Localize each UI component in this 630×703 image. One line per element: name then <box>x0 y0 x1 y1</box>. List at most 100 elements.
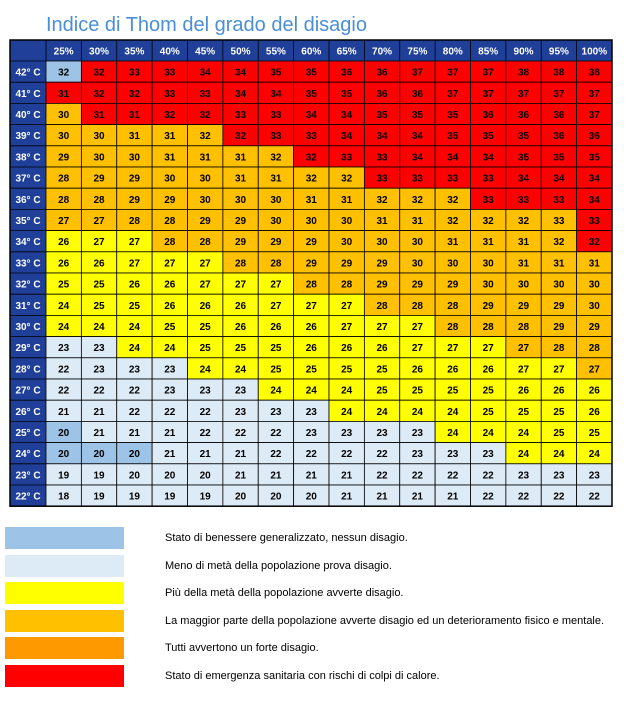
cell-value-label: 22 <box>306 449 318 460</box>
cell-value-label: 33 <box>341 152 353 163</box>
cell-value-label: 30 <box>341 237 353 248</box>
cell-value-label: 25 <box>129 301 141 312</box>
column-header-label: 65% <box>337 47 357 58</box>
cell-value-label: 35 <box>447 110 459 121</box>
cell-value-label: 34 <box>518 174 530 185</box>
cell-value-label: 30 <box>235 195 247 206</box>
cell-value-label: 23 <box>377 428 389 439</box>
cell-value-label: 26 <box>164 280 176 291</box>
cell-value-label: 29 <box>377 258 389 269</box>
cell-value-label: 25 <box>553 428 565 439</box>
cell-value-label: 28 <box>200 237 212 248</box>
cell-value-label: 37 <box>483 68 495 79</box>
cell-value-label: 21 <box>270 470 282 481</box>
cell-value-label: 32 <box>306 152 318 163</box>
legend-swatch <box>5 582 124 604</box>
cell-value-label: 26 <box>235 301 247 312</box>
cell-value-label: 36 <box>412 89 424 100</box>
cell-value-label: 26 <box>377 343 389 354</box>
row-header-label: 35° C <box>15 216 40 227</box>
cell-value-label: 38 <box>518 68 530 79</box>
cell-value-label: 21 <box>94 428 106 439</box>
cell-value-label: 33 <box>377 174 389 185</box>
cell-value-label: 29 <box>200 216 212 227</box>
cell-value-label: 30 <box>129 152 141 163</box>
cell-value-label: 30 <box>58 131 70 142</box>
cell-value-label: 30 <box>341 216 353 227</box>
row-header-label: 27° C <box>15 386 40 397</box>
cell-value-label: 35 <box>518 152 530 163</box>
cell-value-label: 30 <box>553 280 565 291</box>
cell-value-label: 30 <box>377 237 389 248</box>
cell-value-label: 19 <box>58 470 70 481</box>
cell-value-label: 22 <box>129 386 141 397</box>
cell-value-label: 32 <box>412 195 424 206</box>
cell-value-label: 29 <box>377 280 389 291</box>
cell-value-label: 21 <box>341 470 353 481</box>
cell-value-label: 32 <box>483 216 495 227</box>
cell-value-label: 30 <box>483 280 495 291</box>
cell-value-label: 19 <box>164 492 176 503</box>
legend-swatch <box>5 527 124 549</box>
cell-value-label: 33 <box>483 195 495 206</box>
cell-value-label: 23 <box>235 386 247 397</box>
row-header-label: 30° C <box>15 322 40 333</box>
cell-value-label: 35 <box>447 131 459 142</box>
column-header-label: 30% <box>89 47 109 58</box>
cell-value-label: 35 <box>483 131 495 142</box>
legend-swatch <box>5 554 124 577</box>
cell-value-label: 34 <box>306 110 318 121</box>
cell-value-label: 27 <box>129 237 141 248</box>
legend-label: Meno di metà della popolazione prova dis… <box>165 559 392 572</box>
cell-value-label: 34 <box>341 110 353 121</box>
cell-value-label: 24 <box>447 407 459 418</box>
cell-value-label: 28 <box>447 322 459 333</box>
cell-value-label: 31 <box>164 152 176 163</box>
cell-value-label: 23 <box>483 449 495 460</box>
cell-value-label: 20 <box>129 470 141 481</box>
cell-value-label: 31 <box>235 152 247 163</box>
cell-value-label: 23 <box>129 364 141 375</box>
chart-title: Indice di Thom del grado del disagio <box>46 14 367 36</box>
cell-value-label: 23 <box>200 386 212 397</box>
cell-value-label: 20 <box>270 492 282 503</box>
cell-value-label: 22 <box>270 449 282 460</box>
cell-value-label: 32 <box>58 68 70 79</box>
cell-value-label: 31 <box>447 237 459 248</box>
cell-value-label: 25 <box>58 280 70 291</box>
cell-value-label: 38 <box>589 68 601 79</box>
cell-value-label: 27 <box>412 322 424 333</box>
cell-value-label: 33 <box>164 68 176 79</box>
legend-swatch <box>5 637 124 659</box>
cell-value-label: 37 <box>447 89 459 100</box>
cell-value-label: 35 <box>412 110 424 121</box>
row-header-label: 37° C <box>15 174 40 185</box>
cell-value-label: 29 <box>589 322 601 333</box>
row-header-label: 31° C <box>15 301 40 312</box>
cell-value-label: 24 <box>58 301 70 312</box>
cell-value-label: 28 <box>94 195 106 206</box>
cell-value-label: 20 <box>129 449 141 460</box>
cell-value-label: 28 <box>341 280 353 291</box>
cell-value-label: 30 <box>412 258 424 269</box>
column-header-label: 95% <box>549 47 569 58</box>
cell-value-label: 21 <box>164 449 176 460</box>
cell-value-label: 35 <box>518 131 530 142</box>
cell-value-label: 32 <box>235 131 247 142</box>
cell-value-label: 30 <box>589 280 601 291</box>
row-header-label: 40° C <box>15 110 40 121</box>
cell-value-label: 32 <box>200 131 212 142</box>
cell-value-label: 37 <box>589 89 601 100</box>
cell-value-label: 34 <box>341 131 353 142</box>
cell-value-label: 27 <box>94 216 106 227</box>
column-header-label: 60% <box>301 47 321 58</box>
cell-value-label: 34 <box>589 174 601 185</box>
cell-value-label: 25 <box>377 386 389 397</box>
column-header-bar <box>10 40 612 61</box>
legend-label: Stato di benessere generalizzato, nessun… <box>165 532 408 544</box>
cell-value-label: 21 <box>341 492 353 503</box>
cell-value-label: 30 <box>200 174 212 185</box>
row-header-label: 42° C <box>15 68 40 79</box>
cell-value-label: 28 <box>235 258 247 269</box>
cell-value-label: 29 <box>341 258 353 269</box>
